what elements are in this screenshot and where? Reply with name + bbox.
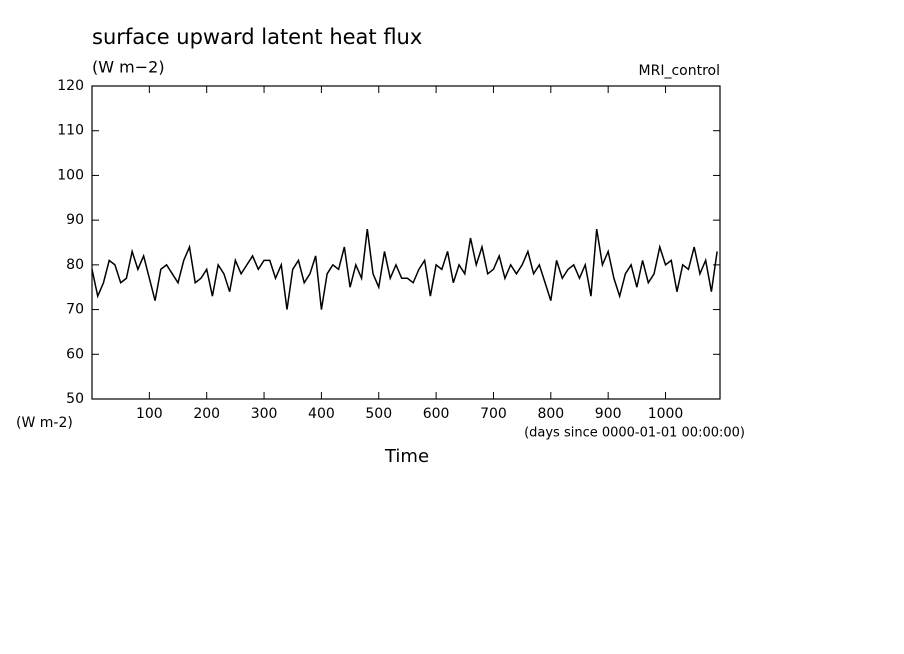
data-line — [91, 228, 718, 310]
y-tick-label: 120 — [57, 78, 84, 94]
x-tick-label: 1000 — [648, 406, 684, 422]
plot-frame — [91, 85, 721, 400]
chart-subtitle: (W m−2) — [92, 58, 165, 77]
y-axis-label: (W m-2) — [16, 415, 73, 431]
x-tick-label: 100 — [136, 406, 163, 422]
y-tick-label: 90 — [66, 212, 84, 228]
x-tick-label: 200 — [193, 406, 220, 422]
y-tick-label: 100 — [57, 167, 84, 183]
y-tick-label: 50 — [66, 391, 84, 407]
y-tick-label: 80 — [66, 257, 84, 273]
x-axis-label: Time — [384, 446, 429, 467]
x-tick-label: 300 — [251, 406, 278, 422]
y-tick-label: 70 — [66, 302, 84, 318]
annotation: MRI_control — [639, 63, 720, 79]
x-tick-label: 900 — [595, 406, 622, 422]
x-tick-label: 800 — [537, 406, 564, 422]
y-tick-label: 60 — [66, 346, 84, 362]
x-axis-units: (days since 0000-01-01 00:00:00) — [524, 426, 745, 441]
x-tick-label: 600 — [423, 406, 450, 422]
y-tick-label: 110 — [57, 123, 84, 139]
x-tick-label: 700 — [480, 406, 507, 422]
chart-title: surface upward latent heat flux — [92, 25, 422, 49]
x-tick-label: 500 — [365, 406, 392, 422]
x-tick-label: 400 — [308, 406, 335, 422]
